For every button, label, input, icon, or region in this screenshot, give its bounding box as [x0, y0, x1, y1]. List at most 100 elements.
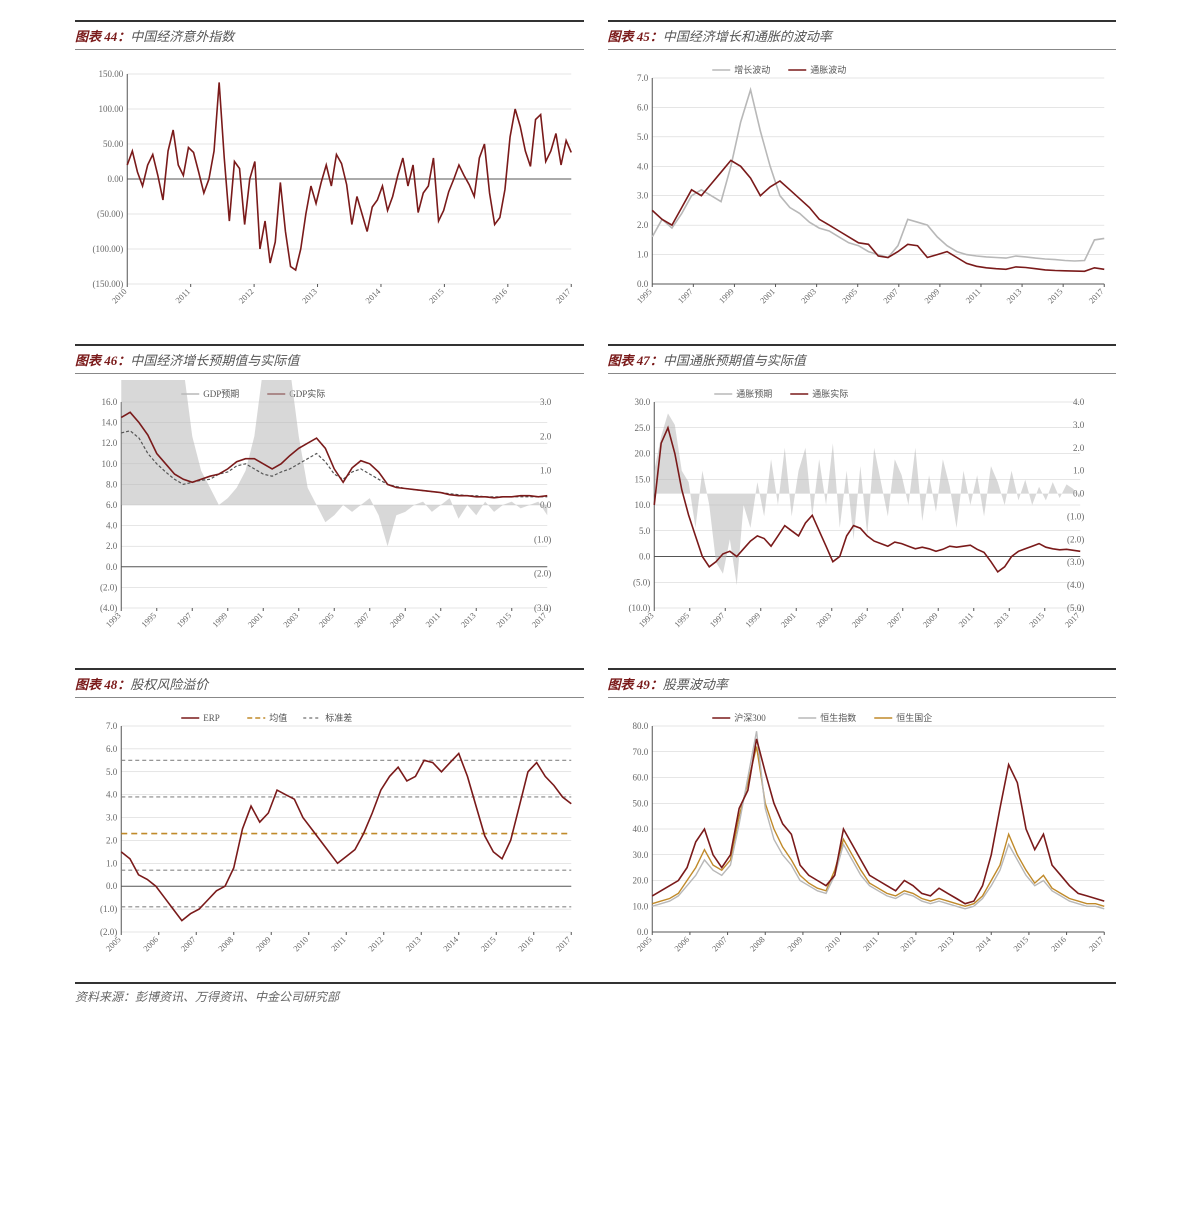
svg-text:ERP: ERP: [203, 713, 220, 723]
svg-text:2013: 2013: [300, 286, 319, 305]
svg-text:6.0: 6.0: [637, 102, 649, 112]
svg-text:3.0: 3.0: [106, 813, 118, 823]
chart-title-prefix: 图表 46：: [75, 353, 130, 368]
svg-text:2011: 2011: [423, 610, 442, 629]
svg-text:10.0: 10.0: [634, 500, 650, 510]
svg-text:2006: 2006: [141, 934, 160, 953]
svg-text:0.00: 0.00: [108, 174, 124, 184]
svg-text:7.0: 7.0: [106, 721, 118, 731]
svg-text:2011: 2011: [956, 610, 975, 629]
svg-text:1.0: 1.0: [106, 858, 118, 868]
svg-text:2005: 2005: [634, 934, 653, 953]
svg-text:(3.0): (3.0): [1067, 557, 1084, 567]
svg-text:2015: 2015: [1011, 934, 1030, 953]
svg-text:2012: 2012: [898, 934, 917, 953]
svg-text:3.0: 3.0: [637, 191, 649, 201]
svg-text:4.0: 4.0: [106, 521, 118, 531]
svg-text:2006: 2006: [672, 934, 691, 953]
svg-text:2017: 2017: [530, 610, 549, 629]
svg-text:2014: 2014: [363, 286, 383, 306]
svg-text:2005: 2005: [317, 610, 336, 629]
chart-plot-area: 沪深300恒生指数恒生国企0.010.020.030.040.050.060.0…: [608, 704, 1117, 964]
svg-text:2.0: 2.0: [106, 541, 118, 551]
svg-text:2012: 2012: [366, 934, 385, 953]
svg-text:2013: 2013: [1004, 286, 1023, 305]
svg-text:5.0: 5.0: [106, 767, 118, 777]
svg-text:2014: 2014: [441, 934, 461, 954]
svg-text:6.0: 6.0: [106, 500, 118, 510]
svg-text:1999: 1999: [716, 286, 735, 305]
svg-text:(2.0): (2.0): [534, 569, 551, 579]
svg-text:通胀预期: 通胀预期: [736, 389, 772, 399]
svg-text:6.0: 6.0: [106, 744, 118, 754]
svg-text:5.0: 5.0: [637, 132, 649, 142]
svg-text:(150.00): (150.00): [93, 279, 124, 289]
svg-text:15.0: 15.0: [634, 474, 650, 484]
svg-text:8.0: 8.0: [106, 479, 118, 489]
svg-text:50.0: 50.0: [632, 798, 648, 808]
svg-text:2016: 2016: [1048, 934, 1067, 953]
chart-title-text: 股票波动率: [663, 677, 728, 692]
svg-text:2007: 2007: [881, 286, 900, 305]
svg-text:150.00: 150.00: [99, 69, 124, 79]
svg-text:2005: 2005: [849, 610, 868, 629]
svg-text:0.0: 0.0: [639, 552, 651, 562]
svg-text:2015: 2015: [1045, 286, 1064, 305]
svg-text:2.0: 2.0: [540, 431, 552, 441]
svg-text:1999: 1999: [743, 610, 762, 629]
svg-text:4.0: 4.0: [637, 161, 649, 171]
svg-text:2007: 2007: [179, 934, 198, 953]
chart-title-row: 图表 49：股票波动率: [608, 668, 1117, 698]
chart-title-row: 图表 45：中国经济增长和通胀的波动率: [608, 20, 1117, 50]
svg-text:2011: 2011: [329, 934, 348, 953]
svg-text:2013: 2013: [459, 610, 478, 629]
chart-title-prefix: 图表 49：: [608, 677, 663, 692]
svg-text:100.00: 100.00: [99, 104, 124, 114]
chart-title-prefix: 图表 45：: [608, 29, 663, 44]
svg-text:1995: 1995: [634, 286, 653, 305]
svg-text:3.0: 3.0: [540, 397, 552, 407]
svg-text:2011: 2011: [963, 286, 982, 305]
svg-text:1.0: 1.0: [637, 250, 649, 260]
svg-text:20.0: 20.0: [634, 449, 650, 459]
svg-text:30.0: 30.0: [632, 850, 648, 860]
chart-title-text: 中国经济意外指数: [130, 29, 234, 44]
chart-title-row: 图表 44：中国经济意外指数: [75, 20, 584, 50]
chart-plot-area: 增长波动通胀波动0.01.02.03.04.05.06.07.019951997…: [608, 56, 1117, 316]
svg-text:2013: 2013: [404, 934, 423, 953]
chart-title-row: 图表 46：中国经济增长预期值与实际值: [75, 344, 584, 374]
svg-text:2003: 2003: [281, 610, 300, 629]
svg-text:1997: 1997: [675, 286, 694, 305]
svg-text:标准差: 标准差: [325, 712, 352, 723]
panel-47: 图表 47：中国通胀预期值与实际值 通胀预期通胀实际(10.0)(5.0)0.0…: [608, 344, 1117, 640]
svg-text:1995: 1995: [139, 610, 158, 629]
svg-text:1.0: 1.0: [1073, 466, 1085, 476]
svg-text:(2.0): (2.0): [100, 582, 117, 592]
chart-title-prefix: 图表 47：: [608, 353, 663, 368]
svg-text:(1.0): (1.0): [100, 904, 117, 914]
svg-text:2007: 2007: [352, 610, 371, 629]
svg-text:16.0: 16.0: [102, 397, 118, 407]
svg-text:(1.0): (1.0): [1067, 511, 1084, 521]
svg-text:(4.0): (4.0): [1067, 580, 1084, 590]
svg-text:(5.0): (5.0): [633, 577, 650, 587]
svg-text:1997: 1997: [707, 610, 726, 629]
svg-text:70.0: 70.0: [632, 747, 648, 757]
chart-plot-area: GDP预期GDP实际(4.0)(2.0)0.02.04.06.08.010.01…: [75, 380, 584, 640]
svg-text:(2.0): (2.0): [1067, 534, 1084, 544]
chart-title-text: 股权风险溢价: [130, 677, 208, 692]
svg-text:25.0: 25.0: [634, 423, 650, 433]
svg-text:GDP实际: GDP实际: [289, 388, 325, 399]
svg-text:1993: 1993: [636, 610, 655, 629]
svg-text:2001: 2001: [246, 610, 265, 629]
svg-text:2015: 2015: [494, 610, 513, 629]
svg-text:2014: 2014: [973, 934, 993, 954]
panel-44: 图表 44：中国经济意外指数 (150.00)(100.00)(50.00)0.…: [75, 20, 584, 316]
svg-text:2009: 2009: [922, 286, 941, 305]
svg-text:50.00: 50.00: [103, 139, 124, 149]
panel-46: 图表 46：中国经济增长预期值与实际值 GDP预期GDP实际(4.0)(2.0)…: [75, 344, 584, 640]
svg-text:12.0: 12.0: [102, 438, 118, 448]
svg-text:2017: 2017: [1086, 934, 1105, 953]
svg-text:1995: 1995: [672, 610, 691, 629]
panel-45: 图表 45：中国经济增长和通胀的波动率 增长波动通胀波动0.01.02.03.0…: [608, 20, 1117, 316]
